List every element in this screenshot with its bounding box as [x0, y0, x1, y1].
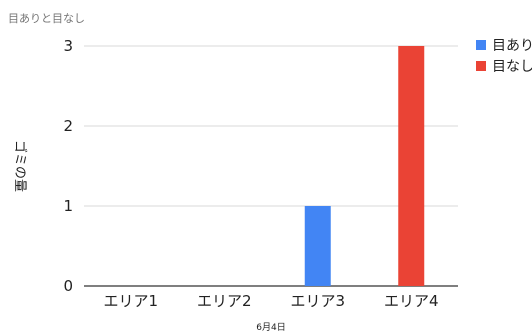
y-tick-label: 1 [63, 197, 73, 215]
y-tick-label: 2 [63, 117, 73, 135]
x-tick-label: エリア3 [290, 292, 345, 310]
legend-label: 目あり [492, 38, 532, 54]
y-tick-label: 3 [63, 37, 73, 55]
bar [304, 206, 331, 286]
chart-title: 目ありと目なし [8, 12, 85, 25]
legend-label: 目なし [492, 59, 532, 75]
legend-swatch [476, 61, 486, 71]
x-tick-label: エリア1 [103, 292, 158, 310]
bar [398, 46, 425, 286]
x-tick-label: エリア2 [197, 292, 252, 310]
gridlines [84, 45, 458, 287]
x-axis-ticks: エリア1 エリア2 エリア3 エリア4 [103, 292, 438, 310]
y-axis-label: ゴミの量 [12, 140, 28, 192]
y-axis-ticks: 0 1 2 3 [63, 37, 73, 295]
x-tick-label: エリア4 [384, 292, 439, 310]
legend-swatch [476, 40, 486, 50]
x-axis-label: 6月4日 [256, 322, 285, 333]
y-tick-label: 0 [63, 277, 73, 295]
bars [304, 46, 425, 286]
